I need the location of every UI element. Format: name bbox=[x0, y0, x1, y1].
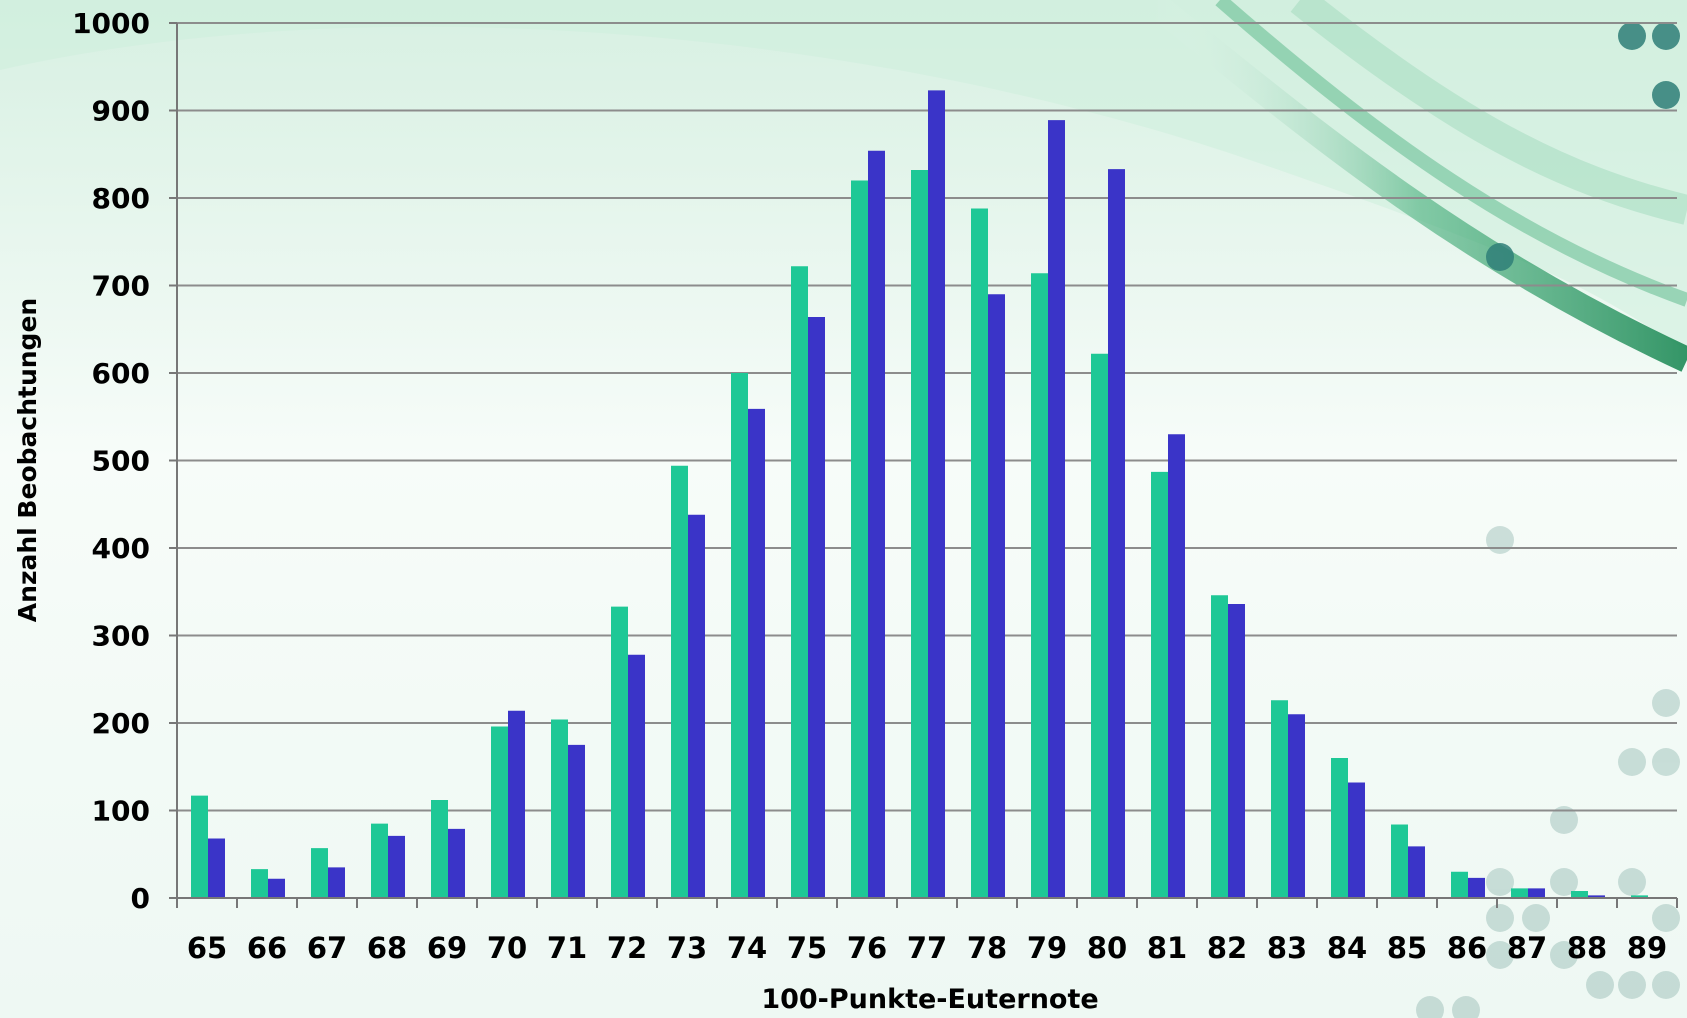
bar-s1-75 bbox=[791, 266, 808, 898]
x-tick-label: 66 bbox=[247, 931, 287, 965]
y-tick-label: 400 bbox=[92, 532, 150, 565]
bar-s2-80 bbox=[1108, 169, 1125, 898]
bar-s2-82 bbox=[1228, 604, 1245, 898]
bar-s1-82 bbox=[1211, 595, 1228, 898]
y-tick-label: 900 bbox=[92, 95, 150, 128]
x-tick-label: 87 bbox=[1507, 931, 1547, 965]
bar-s2-72 bbox=[628, 654, 645, 898]
x-tick-label: 75 bbox=[787, 931, 827, 965]
x-tick-label: 70 bbox=[487, 931, 527, 965]
bar-s1-87 bbox=[1511, 888, 1528, 898]
x-tick-label: 85 bbox=[1387, 931, 1427, 965]
bar-s2-65 bbox=[208, 838, 225, 898]
bar-s1-88 bbox=[1571, 891, 1588, 898]
x-tick-label: 72 bbox=[607, 931, 647, 965]
bar-s1-78 bbox=[971, 208, 988, 898]
bar-s1-65 bbox=[191, 795, 208, 898]
bar-s2-87 bbox=[1528, 888, 1545, 898]
bar-s1-77 bbox=[911, 170, 928, 898]
bar-s1-76 bbox=[851, 180, 868, 898]
bar-s2-74 bbox=[748, 408, 765, 898]
x-tick-label: 84 bbox=[1327, 931, 1367, 965]
x-tick-label: 69 bbox=[427, 931, 467, 965]
y-tick-label: 0 bbox=[131, 882, 150, 915]
x-tick-label: 77 bbox=[907, 931, 947, 965]
bar-s2-79 bbox=[1048, 120, 1065, 898]
y-tick-label: 200 bbox=[92, 707, 150, 740]
x-tick-label: 86 bbox=[1447, 931, 1487, 965]
x-tick-label: 67 bbox=[307, 931, 347, 965]
x-tick-label: 83 bbox=[1267, 931, 1307, 965]
bar-s2-69 bbox=[448, 828, 465, 898]
x-tick-label: 68 bbox=[367, 931, 407, 965]
x-tick-label: 79 bbox=[1027, 931, 1067, 965]
x-tick-label: 65 bbox=[187, 931, 227, 965]
bar-s2-86 bbox=[1468, 877, 1485, 898]
bar-s1-79 bbox=[1031, 273, 1048, 898]
bar-s1-80 bbox=[1091, 353, 1108, 898]
y-tick-label: 600 bbox=[92, 357, 150, 390]
bar-s2-83 bbox=[1288, 714, 1305, 898]
y-tick-label: 500 bbox=[92, 445, 150, 478]
bar-s2-67 bbox=[328, 867, 345, 898]
bar-s2-68 bbox=[388, 835, 405, 898]
bar-s1-85 bbox=[1391, 824, 1408, 898]
bar-s2-77 bbox=[928, 90, 945, 898]
bar-s2-85 bbox=[1408, 846, 1425, 898]
bar-s2-84 bbox=[1348, 782, 1365, 898]
bar-s1-67 bbox=[311, 848, 328, 898]
y-tick-labels: 0 100 200 300 400 500 600 700 800 900 1000 bbox=[72, 7, 150, 915]
y-tick-label: 700 bbox=[92, 270, 150, 303]
bar-s1-72 bbox=[611, 606, 628, 898]
bar-s1-71 bbox=[551, 719, 568, 898]
axes bbox=[169, 22, 1678, 908]
bar-s1-69 bbox=[431, 800, 448, 898]
x-tick-label: 82 bbox=[1207, 931, 1247, 965]
bar-s1-84 bbox=[1331, 758, 1348, 898]
bar-s1-73 bbox=[671, 465, 688, 898]
x-tick-label: 76 bbox=[847, 931, 887, 965]
x-tick-label: 73 bbox=[667, 931, 707, 965]
x-tick-label: 71 bbox=[547, 931, 587, 965]
bar-s1-74 bbox=[731, 373, 748, 898]
bar-s1-68 bbox=[371, 823, 388, 898]
x-tick-label: 81 bbox=[1147, 931, 1187, 965]
x-axis-label: 100-Punkte-Euternote bbox=[761, 984, 1098, 1015]
y-tick-label: 800 bbox=[92, 182, 150, 215]
x-tick-label: 78 bbox=[967, 931, 1007, 965]
bar-s2-81 bbox=[1168, 434, 1185, 898]
x-tick-label: 88 bbox=[1567, 931, 1607, 965]
x-tick-labels: 65 66 67 68 69 70 71 72 73 74 75 76 77 78 79 80 81 82 83 84… bbox=[187, 931, 1667, 965]
x-tick-label: 80 bbox=[1087, 931, 1127, 965]
bar-s1-66 bbox=[251, 869, 268, 898]
bar-s2-88 bbox=[1588, 895, 1605, 898]
y-tick-label: 100 bbox=[92, 795, 150, 828]
bar-s1-83 bbox=[1271, 700, 1288, 898]
bar-s1-70 bbox=[491, 726, 508, 898]
bar-s2-70 bbox=[508, 710, 525, 898]
x-tick-label: 74 bbox=[727, 931, 767, 965]
bar-s2-76 bbox=[868, 150, 885, 898]
y-tick-label: 1000 bbox=[72, 7, 150, 40]
bar-s2-75 bbox=[808, 317, 825, 898]
bar-s2-71 bbox=[568, 744, 585, 898]
y-axis-label: Anzahl Beobachtungen bbox=[13, 298, 42, 622]
bar-s2-73 bbox=[688, 514, 705, 898]
x-tick-label: 89 bbox=[1627, 931, 1667, 965]
bar-s1-89 bbox=[1631, 895, 1648, 898]
bar-s1-86 bbox=[1451, 871, 1468, 898]
bar-s2-66 bbox=[268, 878, 285, 898]
bars bbox=[191, 90, 1665, 898]
y-tick-label: 300 bbox=[92, 620, 150, 653]
bar-s1-81 bbox=[1151, 471, 1168, 898]
bar-s2-78 bbox=[988, 294, 1005, 898]
